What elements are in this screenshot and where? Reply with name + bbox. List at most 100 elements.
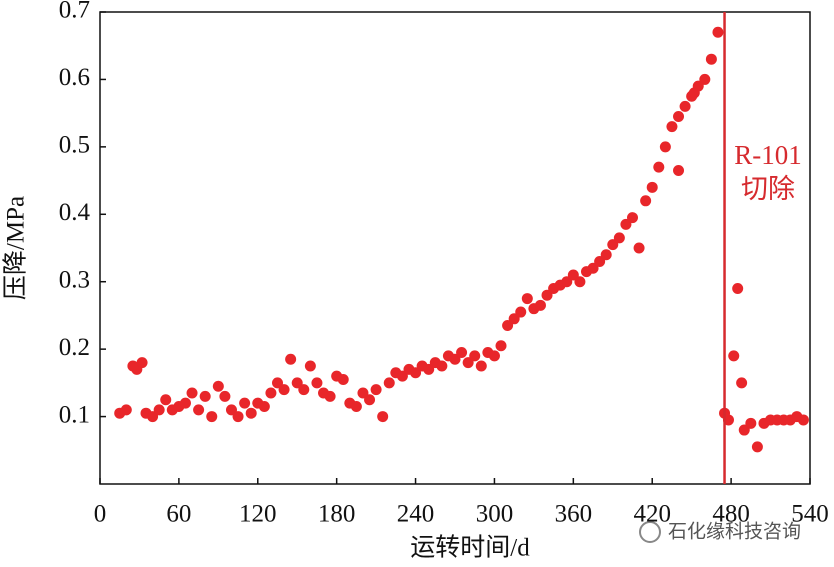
data-point [705, 53, 717, 65]
cutoff-label: R-101 [734, 140, 802, 170]
data-point [728, 350, 740, 362]
data-point [673, 111, 685, 123]
y-tick-label: 0.4 [59, 199, 91, 226]
data-point [396, 370, 408, 382]
data-point [541, 289, 553, 301]
data-point [633, 242, 645, 254]
data-point [410, 367, 422, 379]
data-point [456, 347, 468, 359]
x-tick-label: 540 [791, 501, 829, 528]
x-tick-label: 180 [318, 501, 356, 528]
data-point [383, 377, 395, 389]
data-point [515, 306, 527, 318]
data-point [160, 394, 172, 406]
data-point [245, 407, 257, 419]
plot-frame [99, 11, 811, 485]
data-point [502, 320, 514, 332]
x-tick-label: 60 [166, 501, 191, 528]
data-point [607, 239, 619, 251]
data-point [488, 350, 500, 362]
data-point [751, 441, 763, 453]
x-tick-label: 360 [555, 501, 593, 528]
data-point [699, 73, 711, 85]
data-point [594, 255, 606, 267]
data-point [627, 212, 638, 224]
data-point [462, 357, 474, 369]
y-tick-label: 0.1 [59, 401, 90, 428]
y-tick-label: 0.6 [59, 64, 90, 91]
data-point [225, 404, 237, 416]
data-point [745, 417, 757, 429]
data-point [613, 232, 625, 244]
data-point [436, 360, 448, 372]
y-tick-label: 0.3 [59, 266, 90, 293]
y-axis-label: 压降/MPa [2, 196, 30, 300]
data-point [732, 282, 744, 294]
x-tick-label: 480 [712, 501, 750, 528]
data-point [298, 384, 310, 396]
x-tick-label: 300 [476, 501, 514, 528]
data-point [219, 390, 231, 402]
data-point [692, 80, 704, 92]
data-point [620, 218, 632, 230]
data-point [736, 377, 748, 389]
data-point [147, 411, 159, 423]
data-point [646, 181, 658, 193]
y-tick-label: 0.5 [59, 132, 90, 159]
data-point [239, 397, 251, 409]
data-point [120, 404, 132, 416]
data-point [587, 262, 599, 274]
data-point [337, 373, 349, 385]
data-point [324, 390, 336, 402]
x-tick-label: 0 [94, 501, 107, 528]
data-point [199, 390, 211, 402]
data-point [265, 387, 277, 399]
data-point [357, 387, 369, 399]
data-point [679, 100, 691, 112]
x-axis-label: 运转时间/d [410, 534, 530, 562]
data-point [797, 414, 809, 426]
watermark-icon [639, 521, 661, 543]
data-point [449, 353, 461, 365]
data-point [350, 400, 362, 412]
data-point [258, 400, 270, 412]
data-point [666, 121, 678, 133]
data-point [712, 26, 724, 38]
data-point [377, 411, 389, 423]
watermark: 石化缘科技咨询 [668, 521, 801, 543]
data-point [285, 353, 297, 365]
data-point [193, 404, 205, 416]
data-point [370, 384, 382, 396]
data-point [136, 357, 148, 369]
data-point [423, 363, 435, 375]
data-point [495, 340, 507, 352]
data-point [640, 195, 652, 207]
cutoff-label: 切除 [741, 174, 795, 204]
data-point [206, 411, 218, 423]
data-point [659, 141, 671, 153]
data-point [232, 411, 244, 423]
data-point [278, 384, 290, 396]
data-point [179, 397, 191, 409]
x-tick-label: 120 [239, 501, 277, 528]
data-point [574, 276, 586, 288]
y-tick-label: 0.2 [59, 334, 90, 361]
data-point [738, 424, 750, 436]
data-point [567, 269, 579, 281]
data-point [561, 276, 573, 288]
data-point [153, 404, 165, 416]
data-point [272, 377, 283, 389]
x-tick-label: 420 [633, 501, 671, 528]
y-tick-label: 0.7 [59, 0, 90, 24]
data-point [653, 161, 665, 173]
x-tick-label: 240 [397, 501, 435, 528]
data-point [534, 299, 546, 311]
data-point [186, 387, 198, 399]
data-point [304, 360, 316, 372]
data-point [600, 249, 612, 261]
data-point [364, 394, 376, 406]
data-point [291, 377, 303, 389]
data-point [469, 350, 481, 362]
data-point [673, 164, 685, 176]
